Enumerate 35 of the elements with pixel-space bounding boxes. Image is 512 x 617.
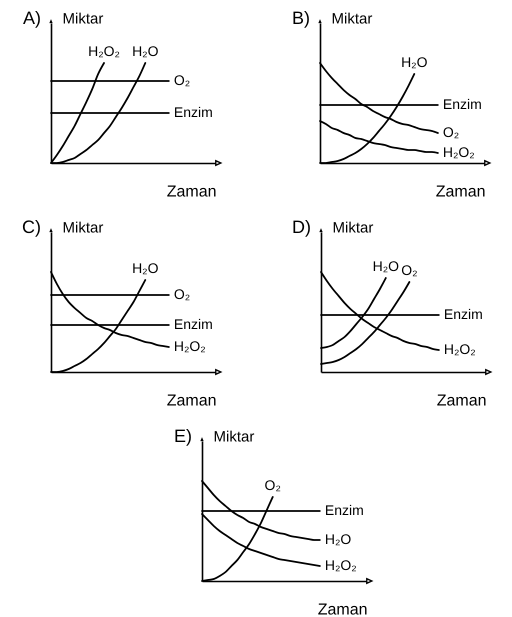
- y-axis-title: Miktar: [214, 428, 254, 446]
- chart-title: D): [292, 217, 311, 237]
- chart-title: A): [23, 8, 41, 28]
- chart-title: E): [174, 426, 192, 446]
- series-label: H₂O₂: [442, 144, 475, 160]
- x-axis-title: Zaman: [436, 392, 486, 410]
- y-axis-title: Miktar: [332, 10, 372, 28]
- series-label: H₂O₂: [88, 43, 120, 59]
- series-label: H₂O: [132, 43, 159, 59]
- series-label: Enzim: [174, 104, 213, 120]
- chart-title: B): [292, 8, 310, 28]
- series-label: Enzim: [444, 306, 483, 322]
- series-label: O₂: [264, 477, 281, 493]
- series-label: Enzim: [442, 96, 482, 112]
- series-label: O₂: [174, 286, 190, 302]
- y-axis-title: Miktar: [332, 220, 374, 236]
- series-label: Enzim: [174, 316, 213, 332]
- series-label: H₂O: [372, 258, 400, 274]
- series-label: H₂O₂: [444, 341, 476, 357]
- y-axis-title: Miktar: [62, 10, 104, 28]
- series-label: Enzim: [324, 502, 364, 518]
- x-axis-title: Zaman: [318, 602, 368, 617]
- series-label: H₂O: [324, 531, 352, 547]
- chart-title: C): [22, 217, 41, 237]
- series-label: O₂: [401, 262, 418, 278]
- x-axis-title: Zaman: [166, 184, 216, 200]
- series-label: O₂: [174, 72, 190, 88]
- series-label: H₂O₂: [324, 557, 357, 573]
- y-axis-title: Miktar: [62, 220, 104, 236]
- series-label: H₂O: [401, 54, 428, 70]
- series-label: H₂O₂: [174, 338, 206, 354]
- x-axis-title: Zaman: [436, 184, 486, 200]
- series-label: H₂O: [132, 260, 159, 276]
- series-label: O₂: [442, 124, 460, 140]
- x-axis-title: Zaman: [166, 392, 216, 410]
